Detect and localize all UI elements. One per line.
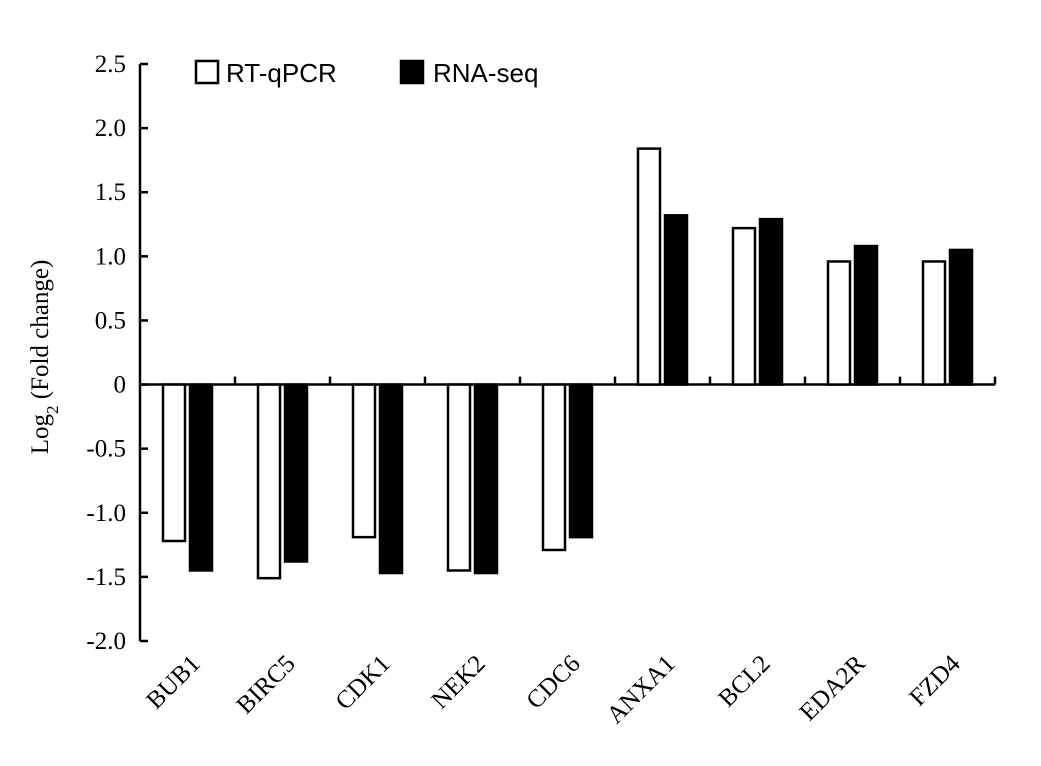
y-tick-label: 0.5 — [95, 307, 126, 334]
category-label-cdk1: CDK1 — [330, 650, 395, 715]
bar-rt-qpcr-birc5 — [256, 383, 282, 580]
category-label-anxa1: ANXA1 — [602, 650, 681, 729]
bar-rna-seq-cdk1 — [378, 383, 404, 575]
legend-label-rt-qpcr: RT-qPCR — [226, 58, 337, 88]
category-label-cdc6: CDC6 — [521, 650, 585, 714]
bar-rt-qpcr-eda2r — [826, 260, 852, 386]
bar-rt-qpcr-cdk1 — [351, 383, 377, 539]
bar-rna-seq-cdc6 — [568, 383, 594, 539]
y-tick-label: -0.5 — [86, 436, 126, 463]
category-label-fzd4: FZD4 — [904, 650, 966, 712]
y-tick-label: 2.0 — [95, 115, 126, 142]
category-label-nek2: NEK2 — [426, 650, 490, 714]
bars — [161, 147, 974, 580]
y-tick-label: 1.5 — [95, 179, 126, 206]
y-tick-label: 1.0 — [95, 243, 126, 270]
category-label-eda2r: EDA2R — [795, 650, 871, 726]
bar-rna-seq-fzd4 — [948, 248, 974, 386]
y-axis-title-subscript: 2 — [43, 406, 62, 415]
y-tick-label: -2.0 — [86, 628, 126, 655]
legend-label-rna-seq: RNA-seq — [433, 58, 538, 88]
y-tick-label: -1.5 — [86, 564, 126, 591]
category-label-bub1: BUB1 — [141, 650, 205, 714]
category-labels: BUB1 BIRC5 CDK1 NEK2 CDC6 ANXA1 BCL2 EDA2R FZD4 — [141, 650, 966, 729]
bar-rt-qpcr-nek2 — [446, 383, 472, 572]
y-tick-label: 2.5 — [95, 51, 126, 78]
y-tick-label: -1.0 — [86, 500, 126, 527]
bar-rt-qpcr-bcl2 — [731, 226, 757, 386]
category-label-bcl2: BCL2 — [713, 650, 775, 712]
x-axis — [140, 376, 997, 386]
bar-rna-seq-birc5 — [283, 383, 309, 563]
bar-rt-qpcr-fzd4 — [921, 260, 947, 386]
bar-rt-qpcr-bub1 — [161, 383, 187, 543]
bar-rna-seq-bcl2 — [758, 217, 784, 386]
bar-rt-qpcr-cdc6 — [541, 383, 567, 552]
y-axis: 2.5 2.0 1.5 1.0 0.5 0 -0.5 -1.0 -1.5 -2.0 — [86, 51, 148, 655]
y-axis-title-base: Log — [27, 414, 54, 455]
bar-rna-seq-nek2 — [473, 383, 499, 575]
category-label-birc5: BIRC5 — [232, 650, 301, 719]
y-axis-title: Log2 (Fold change) — [27, 260, 62, 455]
bar-rna-seq-anxa1 — [663, 214, 689, 386]
bar-rna-seq-bub1 — [188, 383, 214, 572]
bar-rt-qpcr-anxa1 — [636, 147, 662, 386]
bar-rna-seq-eda2r — [853, 244, 879, 386]
y-axis-title-rest: (Fold change) — [27, 260, 54, 406]
legend: RT-qPCR RNA-seq — [194, 58, 538, 88]
y-tick-label: 0 — [114, 372, 127, 399]
legend-swatch-rna-seq — [399, 59, 425, 85]
legend-swatch-rt-qpcr — [194, 59, 220, 85]
